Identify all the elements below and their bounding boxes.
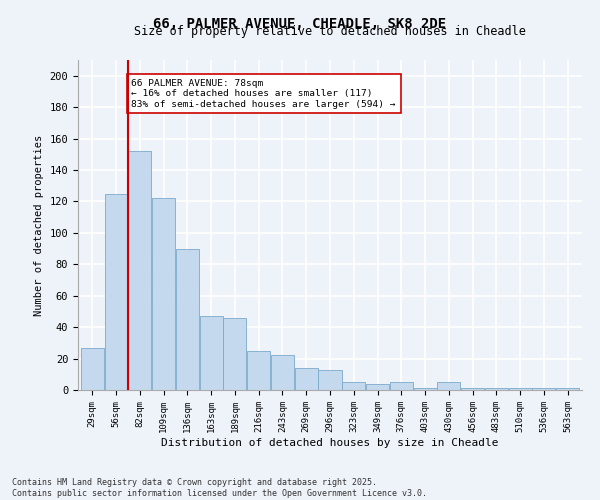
- Bar: [437, 382, 460, 390]
- Bar: [509, 388, 532, 390]
- Bar: [128, 151, 151, 390]
- Y-axis label: Number of detached properties: Number of detached properties: [34, 134, 44, 316]
- Bar: [152, 198, 175, 390]
- Bar: [342, 382, 365, 390]
- Text: 66 PALMER AVENUE: 78sqm
← 16% of detached houses are smaller (117)
83% of semi-d: 66 PALMER AVENUE: 78sqm ← 16% of detache…: [131, 79, 396, 108]
- Bar: [271, 356, 294, 390]
- Text: Contains HM Land Registry data © Crown copyright and database right 2025.
Contai: Contains HM Land Registry data © Crown c…: [12, 478, 427, 498]
- Bar: [295, 368, 318, 390]
- X-axis label: Distribution of detached houses by size in Cheadle: Distribution of detached houses by size …: [161, 438, 499, 448]
- Bar: [485, 388, 508, 390]
- Bar: [556, 388, 579, 390]
- Bar: [200, 316, 223, 390]
- Bar: [104, 194, 128, 390]
- Bar: [461, 388, 484, 390]
- Text: 66, PALMER AVENUE, CHEADLE, SK8 2DE: 66, PALMER AVENUE, CHEADLE, SK8 2DE: [154, 18, 446, 32]
- Bar: [247, 350, 270, 390]
- Bar: [176, 248, 199, 390]
- Bar: [413, 388, 437, 390]
- Bar: [366, 384, 389, 390]
- Bar: [390, 382, 413, 390]
- Bar: [319, 370, 341, 390]
- Bar: [223, 318, 247, 390]
- Bar: [81, 348, 104, 390]
- Bar: [532, 388, 556, 390]
- Title: Size of property relative to detached houses in Cheadle: Size of property relative to detached ho…: [134, 25, 526, 38]
